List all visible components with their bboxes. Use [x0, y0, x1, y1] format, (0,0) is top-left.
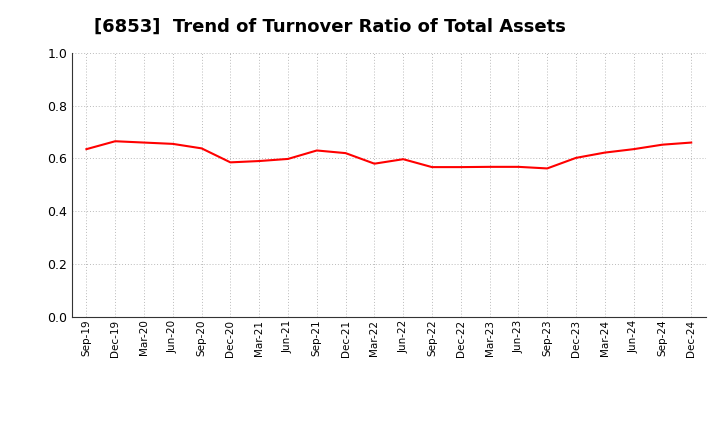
Text: [6853]  Trend of Turnover Ratio of Total Assets: [6853] Trend of Turnover Ratio of Total … — [94, 18, 565, 36]
